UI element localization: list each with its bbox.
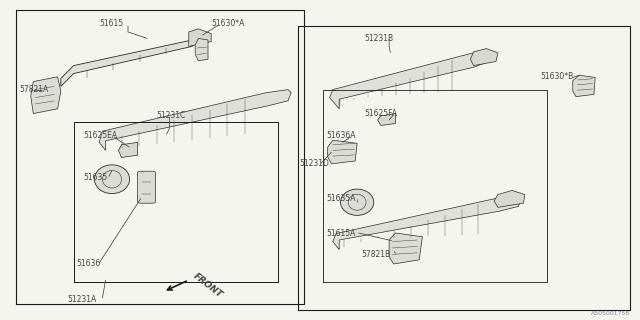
Text: 51635A: 51635A [326,194,356,203]
Polygon shape [118,142,138,157]
Text: 51231D: 51231D [300,159,330,168]
Text: 51231A: 51231A [67,295,97,304]
Polygon shape [195,38,208,61]
Text: 51231B: 51231B [365,34,394,43]
FancyBboxPatch shape [138,171,156,203]
Text: 51636A: 51636A [326,132,356,140]
Text: 51630*B: 51630*B [541,72,574,81]
Ellipse shape [340,189,374,215]
Polygon shape [330,51,486,109]
Text: 57821A: 57821A [19,85,49,94]
Text: 51615: 51615 [99,20,124,28]
Text: 51625FA: 51625FA [365,109,398,118]
Ellipse shape [95,165,129,194]
Polygon shape [61,40,202,86]
Text: 51615A: 51615A [326,229,356,238]
Polygon shape [31,77,61,114]
Polygon shape [389,233,422,264]
Text: A505001758: A505001758 [591,311,630,316]
Text: 51625EA: 51625EA [83,132,117,140]
Text: 51630*A: 51630*A [211,20,244,28]
Polygon shape [378,114,396,125]
Text: FRONT: FRONT [192,271,225,300]
Text: 51636: 51636 [77,260,101,268]
Polygon shape [470,49,498,66]
Polygon shape [573,75,595,97]
Polygon shape [494,190,525,207]
Polygon shape [189,29,211,46]
Text: 51231C: 51231C [157,111,186,120]
Polygon shape [328,140,357,164]
Text: 57821B: 57821B [362,250,391,259]
Text: 51635: 51635 [83,173,108,182]
Polygon shape [99,90,291,150]
Polygon shape [333,195,522,250]
